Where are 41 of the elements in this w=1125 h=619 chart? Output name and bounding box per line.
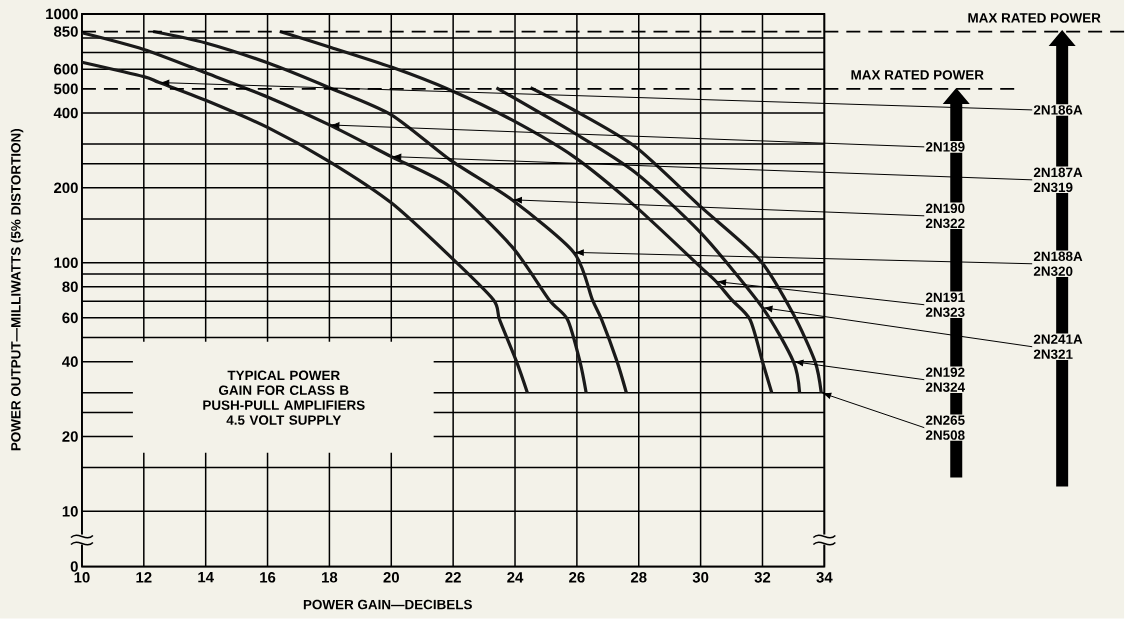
y-tick-label: 40 [62,356,78,368]
y-tick-label: 60 [62,312,78,324]
x-tick-label: 34 [816,572,833,583]
text: 2N186A [1033,105,1083,115]
x-tick-label: 32 [754,572,771,583]
y-tick-label: 20 [62,431,78,443]
y-tick-label: 1000 [46,8,78,20]
x-tick-label: 10 [74,572,90,583]
x-tick-label: 30 [692,572,709,583]
y-tick-label: 400 [53,107,78,119]
text: 2N192 2N324 [925,367,965,393]
x-tick-label: 14 [198,572,214,583]
y-tick-label: 80 [62,281,78,293]
text: 2N187A 2N319 [1033,167,1083,193]
y-tick-label: 10 [62,506,78,517]
text: 2N265 2N508 [925,415,965,441]
text: 2N190 2N322 [925,203,965,229]
x-tick-label: 12 [136,572,152,583]
x-tick-label: 16 [260,572,276,583]
ref-line-label: MAX RATED POWER [968,13,1101,23]
text: 2N188A 2N320 [1033,251,1083,277]
x-tick-label: 20 [383,572,399,583]
text: PUSH-PULL AMPLIFIERS 4.5 VOLT SUPPLY [203,400,365,426]
y-axis-title: POWER OUTPUT—MILLIWATTS (5% DISTORTION) [10,129,24,451]
y-tick-label: 600 [54,64,78,75]
x-tick-label: 18 [322,572,338,583]
y-tick-label: 100 [54,257,78,269]
text: 2N191 2N323 [925,292,965,318]
y-tick-label: 200 [54,182,78,194]
x-axis-title: POWER GAIN—DECIBELS [303,600,472,610]
y-tick-label: 0 [70,561,78,573]
y-tick-label: 500 [53,83,78,95]
text: 2N241A 2N321 [1033,334,1083,360]
x-tick-label: 24 [507,572,524,583]
y-tick-label: 850 [53,26,78,38]
text: 2N189 [925,142,965,152]
x-tick-label: 22 [445,572,461,583]
x-tick-label: 28 [630,572,647,583]
ref-line-label: MAX RATED POWER [851,70,984,80]
text: TYPICAL POWER GAIN FOR CLASS B [219,370,349,396]
x-tick-label: 26 [569,572,585,583]
